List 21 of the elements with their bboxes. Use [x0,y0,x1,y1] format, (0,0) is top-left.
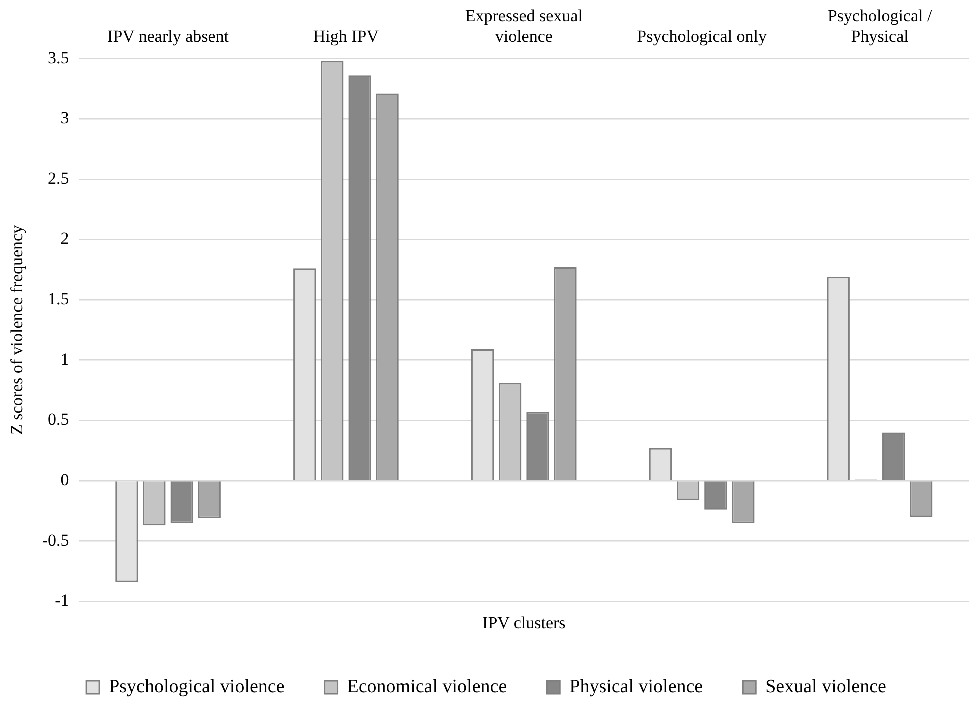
legend-label: Physical violence [570,676,704,698]
y-tick-label: 2.5 [48,168,70,188]
y-tick-label: 1.5 [48,290,70,309]
y-tick-label: 2 [60,229,70,248]
x-axis-title: IPV clusters [482,613,566,632]
x-tick-label: IPV nearly absent [108,27,230,46]
y-tick-label: 3 [60,108,70,128]
x-tick-label: Psychological only [637,27,768,46]
y-tick-label: 0 [60,470,70,490]
x-tick-label: High IPV [313,27,380,46]
x-tick-label: Expressed sexual violence [465,6,584,46]
y-axis-title: Z scores of violence frequency [8,224,27,435]
y-tick-label: -0.5 [42,530,70,550]
legend-label: Economical violence [347,676,508,698]
y-tick-label: 3.5 [48,48,70,68]
y-tick-label: 0.5 [48,410,70,430]
legend-label: Psychological violence [109,676,285,698]
y-tick-label: -1 [55,591,70,610]
x-tick-label: Psychological / Physical [828,6,932,46]
legend-label: Sexual violence [766,676,886,698]
y-tick-label: 1 [60,350,70,369]
